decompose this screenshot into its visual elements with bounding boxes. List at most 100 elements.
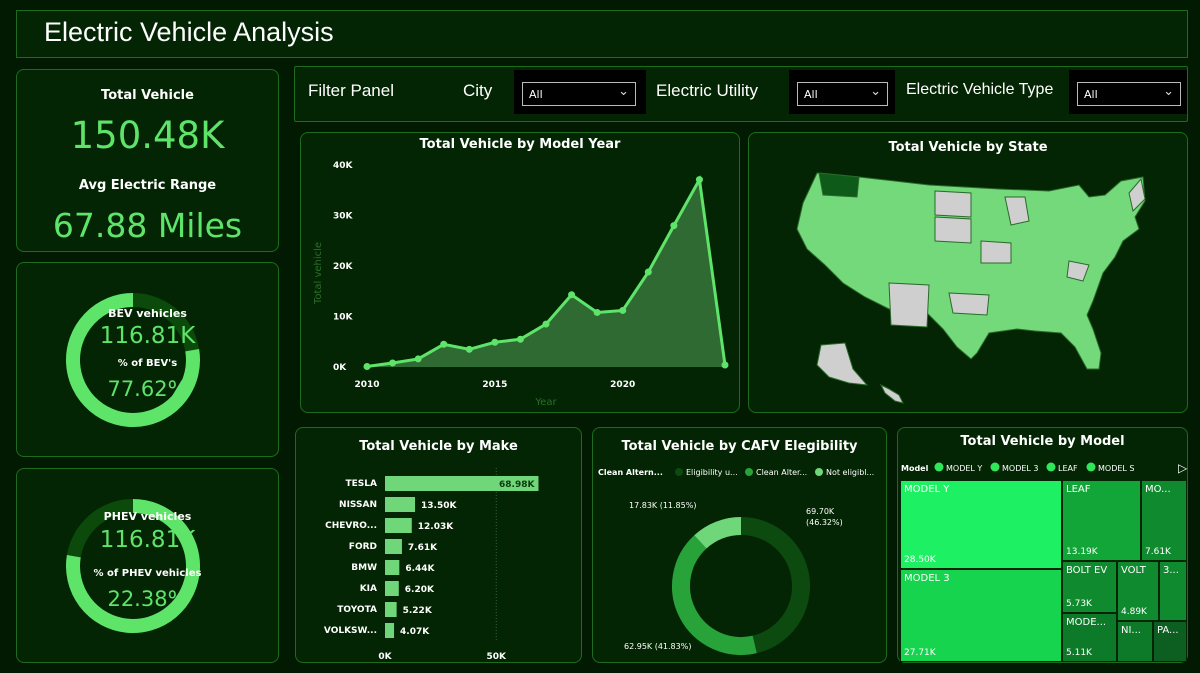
data-point <box>465 345 473 353</box>
ev-type-dropdown-value: All <box>1084 88 1098 101</box>
ev-type-dropdown[interactable]: All ⌄ <box>1077 82 1181 106</box>
treemap-tile-value: 5.11K <box>1066 648 1092 658</box>
utility-dropdown[interactable]: All ⌄ <box>797 82 888 106</box>
area-fill <box>367 179 725 367</box>
bar <box>385 518 412 533</box>
title-bar: Electric Vehicle Analysis <box>16 10 1188 58</box>
bev-pct-value: 77.62% <box>107 377 188 401</box>
legend-label: MODEL S <box>1098 464 1135 473</box>
treemap-tile: MODE... 5.11K <box>1062 613 1117 662</box>
treemap-tile-name: 3... <box>1163 565 1179 576</box>
treemap-tile-value: 28.50K <box>904 555 936 565</box>
grey-states-oklahoma <box>948 292 990 316</box>
grey-states-dakota <box>934 216 972 244</box>
treemap-tile: 3... <box>1159 561 1187 621</box>
x-tick-label: 2020 <box>610 380 635 390</box>
cafv-chart: Clean Altern... Eligibility u... Clean Alt… <box>598 468 874 655</box>
grey-states-virginia <box>1066 260 1090 282</box>
bar-value-label: 13.50K <box>421 501 457 511</box>
usa-mainland-shape <box>796 172 1146 370</box>
page-title: Electric Vehicle Analysis <box>44 17 334 47</box>
bar-value-label: 7.61K <box>408 543 438 553</box>
legend-marker <box>934 462 944 472</box>
treemap-tile-value: 13.19K <box>1066 547 1098 557</box>
slice-label: 62.95K (41.83%) <box>624 642 691 651</box>
state-map-title: Total Vehicle by State <box>888 140 1048 155</box>
model-chart-title: Total Vehicle by Model <box>960 434 1125 449</box>
treemap-tile-value: 5.73K <box>1066 599 1092 609</box>
model-year-chart-panel: Total Vehicle by Model Year 0K 10K 20K 30K 4… <box>300 132 740 413</box>
make-chart: TESLA 68.98K NISSAN 13.50K CHEVRO... 12.03K FO… <box>324 468 539 662</box>
model-year-chart: 0K 10K 20K 30K 40K 2010 2015 2020 Total vehicle Y… <box>313 161 729 408</box>
model-legend: Model MODEL Y MODEL 3 LEAF MODEL S ▷ <box>901 461 1188 475</box>
avg-range-label: Avg Electric Range <box>78 178 217 193</box>
data-point <box>491 338 499 346</box>
x-tick-label: 2010 <box>354 380 379 390</box>
ring-fill-arc <box>66 499 200 633</box>
data-point <box>593 308 601 316</box>
treemap-tile-value: 7.61K <box>1145 547 1171 557</box>
washington-state <box>818 172 860 198</box>
chevron-down-icon: ⌄ <box>1163 84 1174 99</box>
legend-marker <box>815 468 823 476</box>
legend-marker <box>990 462 1000 472</box>
data-point <box>644 268 652 276</box>
treemap-tile-name: VOLT <box>1121 565 1146 576</box>
bar-value-label: 6.44K <box>405 564 435 574</box>
grey-states-maine <box>1128 177 1146 212</box>
treemap-tile-name: MODEL Y <box>904 484 950 495</box>
legend-label: Clean Alter... <box>756 468 807 477</box>
category-label: CHEVRO... <box>325 521 377 531</box>
treemap-tile: NI... <box>1117 621 1153 662</box>
legend-marker <box>675 468 683 476</box>
treemap-tile-value: 4.89K <box>1121 607 1147 617</box>
treemap-tile: MODEL 3 27.71K <box>900 569 1062 662</box>
city-dropdown[interactable]: All ⌄ <box>522 82 636 106</box>
category-label: FORD <box>349 542 377 552</box>
treemap-tile: BOLT EV 5.73K <box>1062 561 1117 613</box>
category-label: BMW <box>351 563 377 573</box>
model-treemap: MODEL Y 28.50K MODEL 3 27.71K LEAF 13.19K MO..… <box>900 480 1187 662</box>
donut-slice <box>740 517 810 654</box>
donut-slice <box>694 517 742 549</box>
treemap-tile: MO... 7.61K <box>1141 480 1187 561</box>
donut-slice <box>672 535 757 655</box>
data-point <box>363 362 371 370</box>
y-tick-label: 0K <box>333 363 347 373</box>
data-point <box>440 340 448 348</box>
phev-pct-label: % of PHEV vehicles <box>93 568 202 579</box>
utility-filter-label: Electric Utility <box>656 81 759 100</box>
utility-filter-box: All ⌄ <box>789 70 895 114</box>
x-tick-label: 50K <box>487 652 508 662</box>
state-map-panel: Total Vehicle by State <box>748 132 1188 413</box>
ev-type-filter-box: All ⌄ <box>1069 70 1187 114</box>
data-point <box>516 335 524 343</box>
bar-value-label: 4.07K <box>400 627 430 637</box>
hawaii-shape <box>879 383 904 404</box>
data-point <box>389 359 397 367</box>
legend-marker <box>1086 462 1096 472</box>
chevron-down-icon: ⌄ <box>618 84 629 99</box>
treemap-tile-name: MO... <box>1145 484 1171 495</box>
data-point <box>414 355 422 363</box>
phev-value: 116.81K <box>99 527 196 553</box>
slice-label: (46.32%) <box>806 518 843 527</box>
cafv-chart-title: Total Vehicle by CAFV Elegibility <box>621 439 858 454</box>
slice-label: 69.70K <box>806 507 835 516</box>
cafv-chart-panel: Total Vehicle by CAFV Elegibility Clean … <box>592 427 887 663</box>
make-chart-panel: Total Vehicle by Make TESLA 68.98K NISSAN 1… <box>295 427 582 663</box>
treemap-tile-name: BOLT EV <box>1066 565 1108 576</box>
treemap-tile-value: 27.71K <box>904 648 936 658</box>
ring-fill-arc <box>66 293 200 427</box>
model-year-chart-title: Total Vehicle by Model Year <box>419 137 621 152</box>
bar <box>385 581 399 596</box>
slice-label: 17.83K (11.85%) <box>629 501 696 510</box>
make-chart-title: Total Vehicle by Make <box>359 439 518 454</box>
bar <box>385 560 400 575</box>
legend-label: MODEL 3 <box>1002 464 1039 473</box>
bar <box>385 539 402 554</box>
x-tick-label: 2015 <box>482 380 507 390</box>
y-tick-label: 10K <box>333 313 354 323</box>
x-tick-label: 0K <box>378 652 392 662</box>
utility-dropdown-value: All <box>804 88 818 101</box>
